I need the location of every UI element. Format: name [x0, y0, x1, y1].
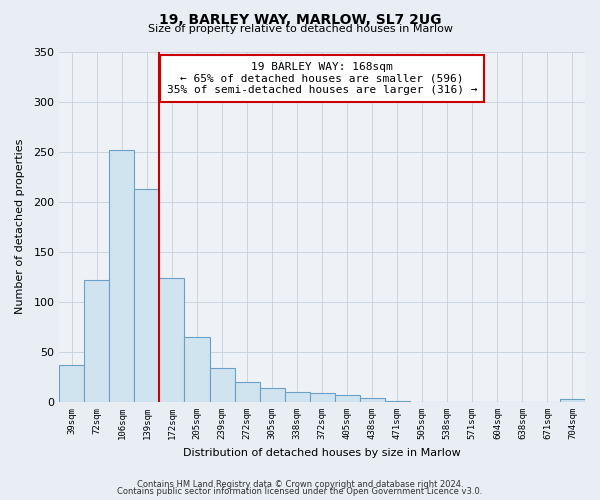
Text: Contains HM Land Registry data © Crown copyright and database right 2024.: Contains HM Land Registry data © Crown c…	[137, 480, 463, 489]
Bar	[109, 150, 134, 402]
Bar	[560, 399, 585, 402]
Bar	[335, 395, 360, 402]
Bar	[385, 401, 410, 402]
Bar	[59, 365, 85, 402]
Bar	[260, 388, 284, 402]
X-axis label: Distribution of detached houses by size in Marlow: Distribution of detached houses by size …	[183, 448, 461, 458]
Y-axis label: Number of detached properties: Number of detached properties	[15, 139, 25, 314]
Bar	[360, 398, 385, 402]
Text: 19, BARLEY WAY, MARLOW, SL7 2UG: 19, BARLEY WAY, MARLOW, SL7 2UG	[159, 12, 441, 26]
Bar	[85, 280, 109, 402]
Bar	[160, 278, 184, 402]
Text: 19 BARLEY WAY: 168sqm
← 65% of detached houses are smaller (596)
35% of semi-det: 19 BARLEY WAY: 168sqm ← 65% of detached …	[167, 62, 478, 95]
Bar	[284, 392, 310, 402]
Text: Size of property relative to detached houses in Marlow: Size of property relative to detached ho…	[148, 24, 452, 34]
Bar	[235, 382, 260, 402]
Bar	[184, 337, 209, 402]
Bar	[209, 368, 235, 402]
Bar	[134, 188, 160, 402]
Text: Contains public sector information licensed under the Open Government Licence v3: Contains public sector information licen…	[118, 487, 482, 496]
Bar	[310, 393, 335, 402]
